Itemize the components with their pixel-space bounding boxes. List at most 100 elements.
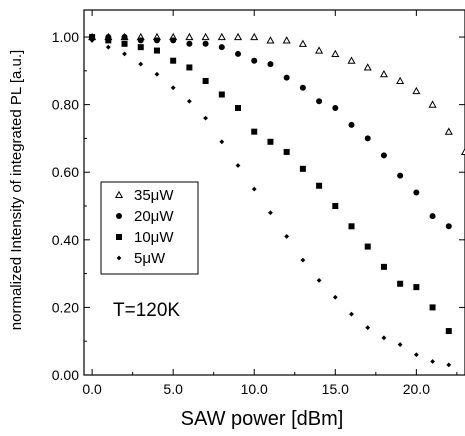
data-point <box>154 71 160 77</box>
data-point <box>413 284 420 291</box>
legend-label: 10μW <box>134 229 174 246</box>
data-point <box>89 38 95 43</box>
y-tick-label: 0.80 <box>52 97 79 113</box>
y-tick-label: 0.20 <box>52 299 79 315</box>
data-point <box>363 63 372 71</box>
data-point <box>218 44 225 51</box>
data-point <box>121 34 128 41</box>
y-tick-label: 1.00 <box>52 29 79 45</box>
data-point <box>218 91 225 98</box>
data-point <box>186 64 193 71</box>
data-point <box>170 85 176 91</box>
data-point <box>233 32 243 41</box>
data-point <box>267 138 274 145</box>
data-point <box>397 342 403 347</box>
data-point <box>137 44 144 51</box>
data-point <box>348 223 355 230</box>
data-point <box>428 100 437 108</box>
data-point <box>122 51 127 57</box>
data-point <box>186 40 193 47</box>
legend-marker <box>116 213 122 219</box>
data-point <box>105 44 111 50</box>
data-point <box>446 362 452 368</box>
data-point <box>380 152 387 159</box>
data-point <box>316 98 323 105</box>
plot-frame <box>83 9 465 376</box>
y-tick-label: 0.60 <box>52 164 79 180</box>
legend-label: 20μW <box>134 208 174 225</box>
data-point <box>444 127 453 135</box>
data-point <box>235 50 242 57</box>
data-point <box>413 352 419 358</box>
data-point <box>251 186 257 192</box>
data-point <box>364 135 371 142</box>
legend-label: 35μW <box>134 187 174 204</box>
data-point <box>316 182 323 189</box>
data-point <box>429 304 436 311</box>
data-point <box>105 37 112 44</box>
data-point <box>251 57 258 64</box>
x-tick-label: 20.0 <box>403 381 430 397</box>
data-point <box>268 210 273 216</box>
data-point <box>138 61 144 67</box>
data-point <box>153 37 160 44</box>
temperature-annotation: T=120K <box>113 300 180 321</box>
data-point <box>282 36 291 44</box>
data-point <box>121 40 128 47</box>
plot-area <box>83 9 465 376</box>
data-point <box>203 115 208 121</box>
data-point <box>331 49 340 57</box>
legend-label: 5μW <box>134 250 166 267</box>
data-point <box>397 280 404 287</box>
data-point <box>235 105 242 112</box>
data-point <box>202 77 209 84</box>
y-tick-label: 0.00 <box>52 367 79 383</box>
data-point <box>186 98 192 104</box>
data-point <box>201 32 210 41</box>
y-axis-label: normalized Intensity of integrated PL [a… <box>8 50 25 330</box>
data-point <box>89 34 96 41</box>
data-point <box>379 69 388 78</box>
data-point <box>380 263 387 270</box>
data-point <box>445 328 452 335</box>
y-tick-label: 0.40 <box>52 232 79 248</box>
axis-ticks <box>84 10 465 376</box>
data-point <box>413 189 420 196</box>
data-point <box>170 57 177 64</box>
data-point <box>185 32 194 41</box>
x-tick-label: 15.0 <box>322 381 349 397</box>
data-point <box>283 148 290 155</box>
data-point <box>365 325 371 331</box>
legend-marker <box>114 190 124 199</box>
data-point <box>299 84 306 91</box>
data-point <box>347 56 356 64</box>
data-point <box>429 213 436 220</box>
data-point <box>283 74 290 81</box>
data-point <box>349 311 354 317</box>
legend-items: 35μW 20μW 10μW 5μW <box>114 187 174 267</box>
legend-marker <box>116 255 122 261</box>
x-tick-label: 10.0 <box>241 381 268 397</box>
data-point <box>137 37 144 44</box>
data-point <box>316 277 322 283</box>
data-point <box>396 76 405 85</box>
x-axis-label: SAW power [dBm] <box>181 408 344 430</box>
data-point <box>364 243 371 250</box>
data-point <box>332 203 339 210</box>
data-point <box>315 46 324 54</box>
data-point <box>170 37 177 44</box>
x-tick-label: 0.0 <box>82 381 102 397</box>
data-point <box>332 105 339 112</box>
data-point <box>460 147 465 156</box>
data-point <box>235 163 241 168</box>
data-point <box>381 335 387 341</box>
data-points <box>88 32 465 368</box>
data-point <box>300 257 306 263</box>
data-point <box>217 32 226 41</box>
data-point <box>445 223 452 230</box>
data-point <box>267 61 274 68</box>
data-point <box>250 32 259 41</box>
data-point <box>202 40 209 47</box>
data-point <box>251 128 258 135</box>
